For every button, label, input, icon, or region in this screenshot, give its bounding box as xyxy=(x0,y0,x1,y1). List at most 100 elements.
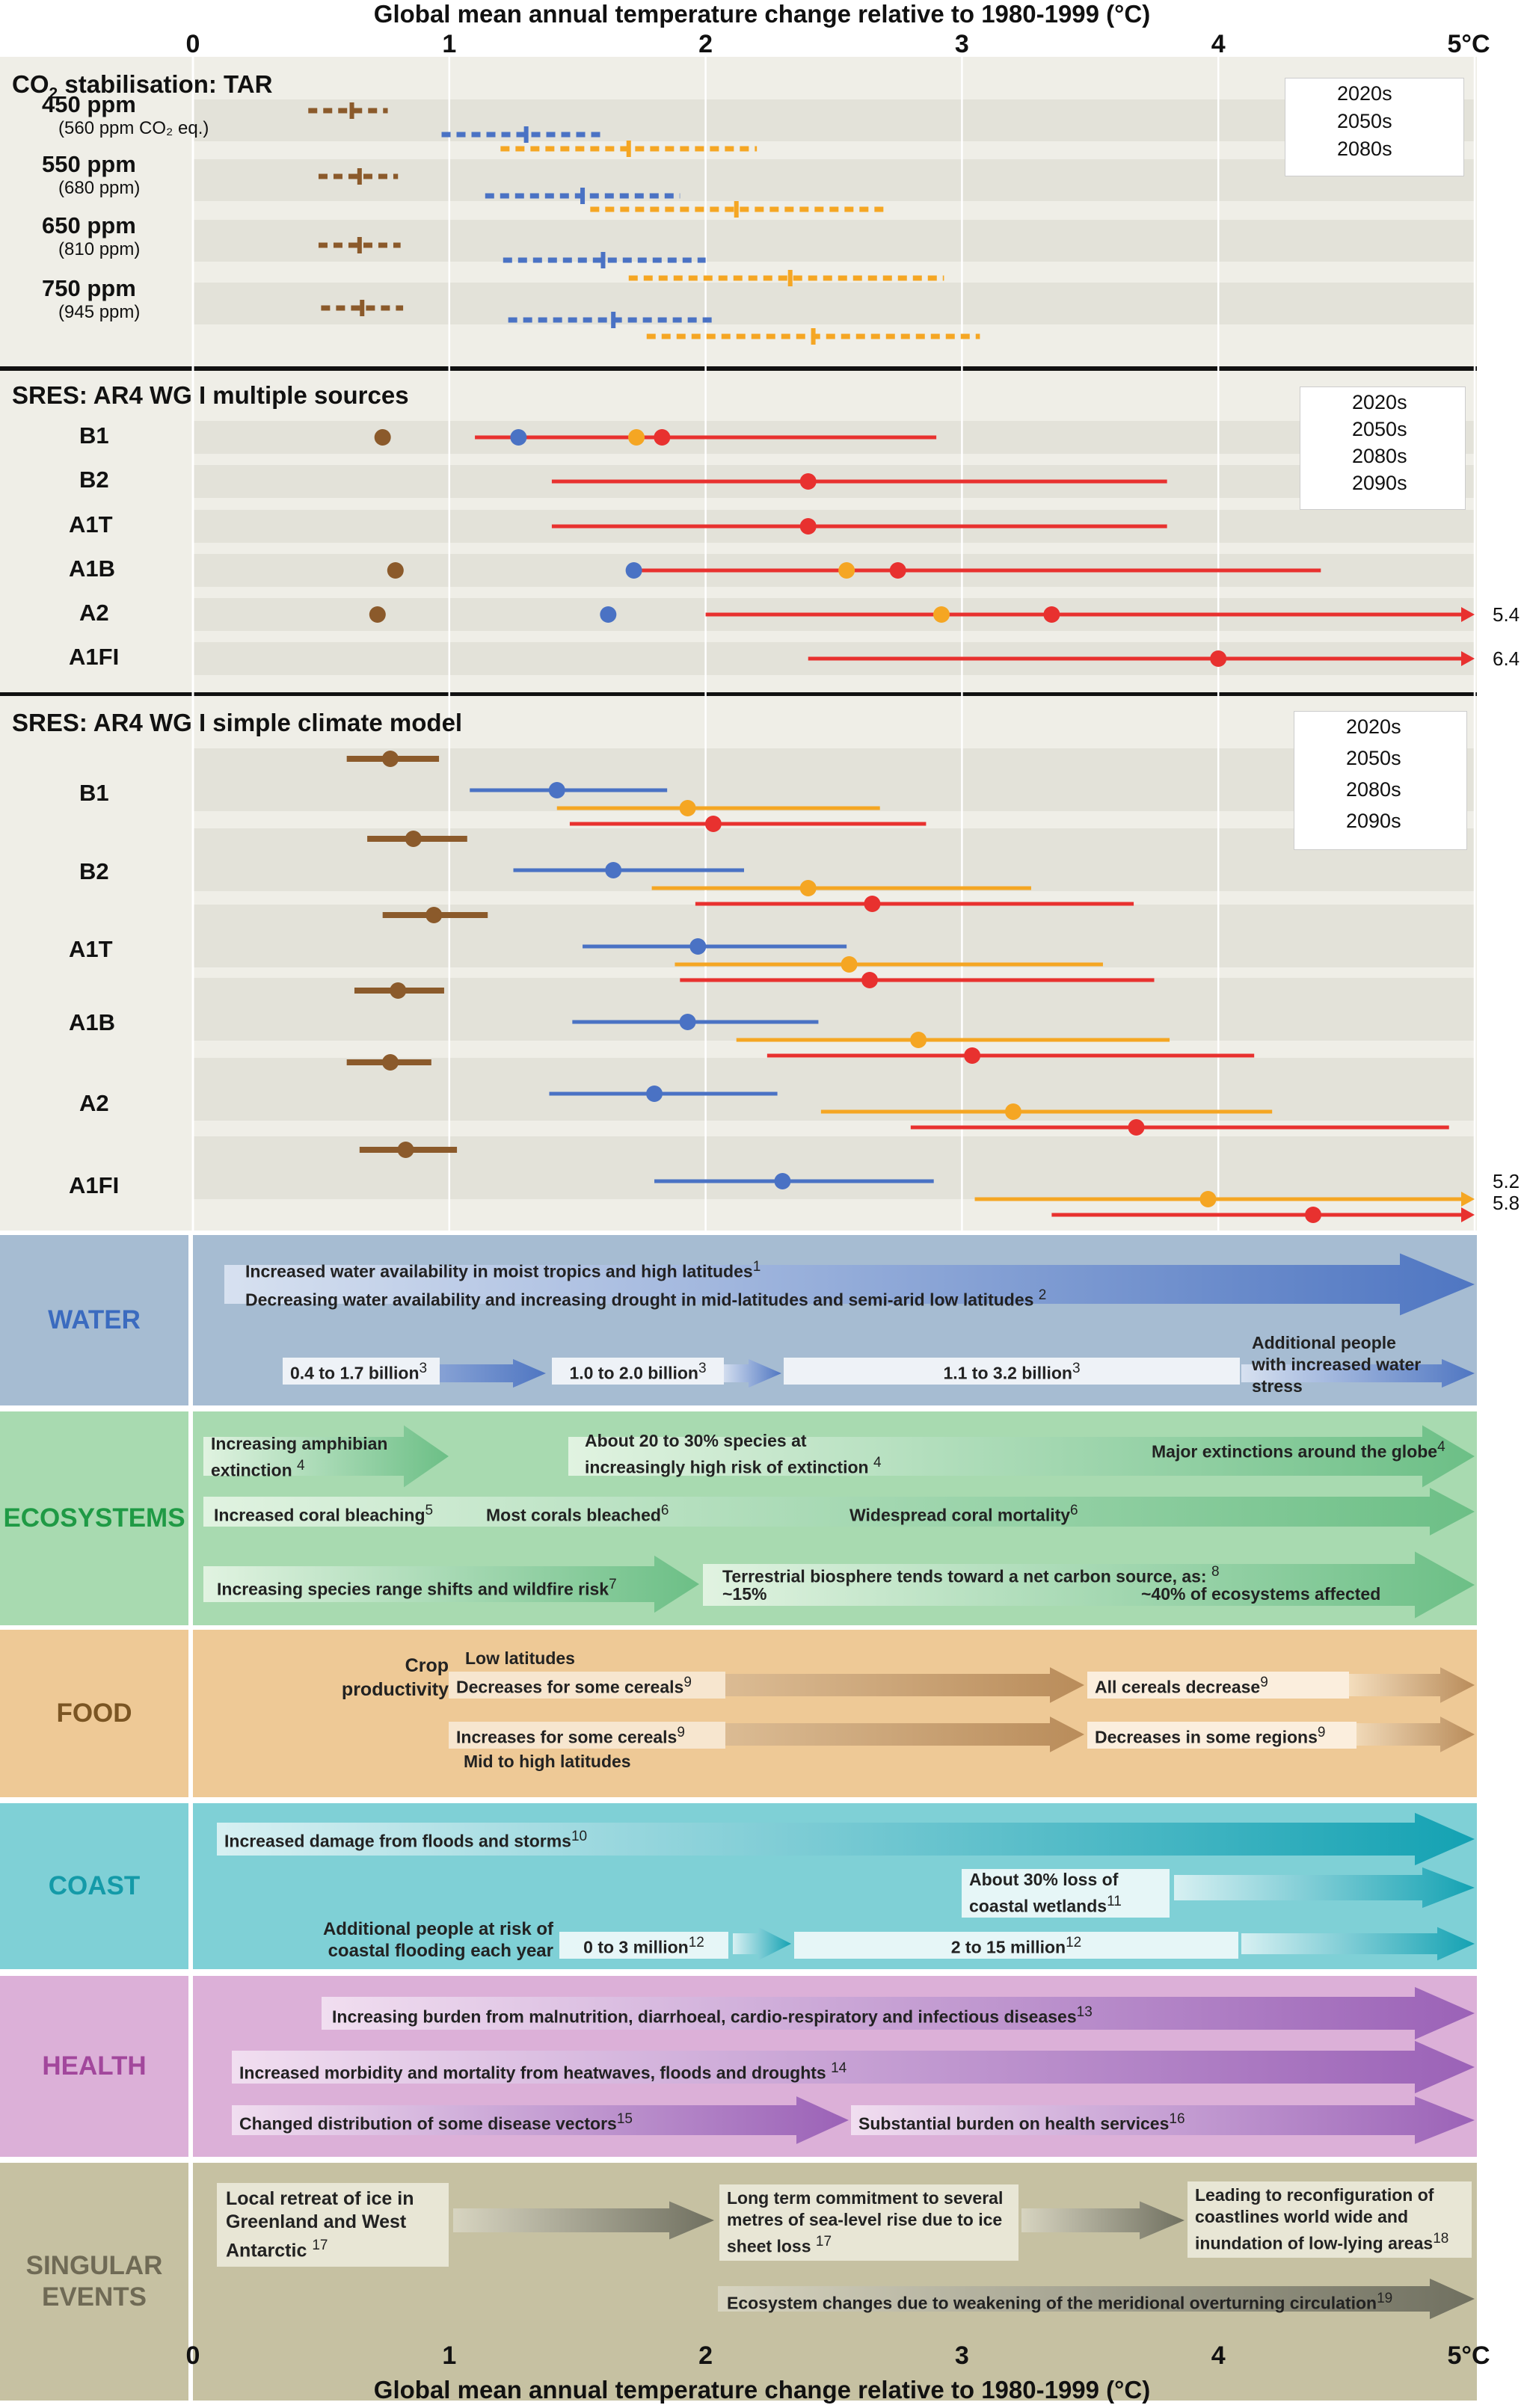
health-text-3: Changed distribution of some disease vec… xyxy=(239,2111,633,2134)
impact-arrow xyxy=(1021,2201,1185,2240)
row-label: B2 xyxy=(79,858,109,884)
legend-label: 2020s xyxy=(1337,82,1392,105)
overflow-arrow xyxy=(1461,1207,1475,1222)
overflow-arrow xyxy=(1461,651,1475,666)
row-label: A2 xyxy=(79,600,109,626)
impact-arrow xyxy=(232,2096,849,2144)
tick-label: 3 xyxy=(954,30,969,58)
point-2050s xyxy=(646,1086,663,1102)
point-2090s xyxy=(889,562,906,579)
health-text-1: Increasing burden from malnutrition, dia… xyxy=(332,2004,1093,2027)
impact-divider xyxy=(188,2163,193,2401)
impact-arrow xyxy=(203,1555,699,1613)
point-2080s xyxy=(841,956,858,973)
panel3-title: SRES: AR4 WG I simple climate model xyxy=(12,709,463,736)
tick-label: 4 xyxy=(1211,2341,1226,2370)
food-text-5: Increases for some cereals9 xyxy=(449,1722,725,1749)
point-2020s xyxy=(390,982,407,999)
coast-text-1: Increased damage from floods and storms1… xyxy=(224,1829,588,1851)
overflow-arrow xyxy=(1461,1192,1475,1207)
health-text-4: Substantial burden on health services16 xyxy=(858,2111,1185,2134)
water-text-1: Increased water availability in moist tr… xyxy=(245,1259,761,1281)
legend-label: 2050s xyxy=(1337,110,1392,132)
impact-divider xyxy=(188,1630,193,1797)
impact-arrow xyxy=(322,1986,1475,2040)
water-box-1: 0.4 to 1.7 billion3 xyxy=(283,1358,440,1385)
point-2080s xyxy=(1199,1191,1217,1207)
eco-text-5: Most corals bleached6 xyxy=(486,1503,669,1525)
legend-label: 2090s xyxy=(1346,810,1401,832)
impact-arrow xyxy=(718,2278,1475,2320)
band-gap xyxy=(0,1797,1477,1802)
end-value-label: 5.8 xyxy=(1493,1192,1520,1214)
tick-label: 1 xyxy=(442,30,457,58)
tick-label: 2 xyxy=(698,30,713,58)
point-2050s xyxy=(689,938,707,955)
row-stripe xyxy=(193,159,1475,201)
legend-label: 2080s xyxy=(1346,778,1401,801)
tick-label: 5°C xyxy=(1447,2341,1490,2370)
impact-arrow xyxy=(568,1425,1475,1488)
impact-arrow xyxy=(703,1551,1475,1619)
food-text-6: Decreases in some regions9 xyxy=(1087,1722,1356,1749)
legend-label: 2050s xyxy=(1352,418,1407,440)
eco-text-7: Increasing species range shifts and wild… xyxy=(217,1577,617,1599)
impact-arrow xyxy=(1241,1358,1475,1388)
sing-text-1: Local retreat of ice in Greenland and We… xyxy=(217,2183,449,2267)
row-stripe xyxy=(193,283,1475,324)
legend-label: 2020s xyxy=(1346,715,1401,738)
impact-arrows xyxy=(0,1235,1477,2405)
tick-label: 3 xyxy=(954,2341,969,2370)
eco-text-1: Increasing amphibian extinction 4 xyxy=(211,1434,388,1480)
point-2080s xyxy=(910,1032,927,1048)
point-2020s xyxy=(381,751,399,767)
point-2020s xyxy=(381,1054,399,1071)
eco-text-2: About 20 to 30% species at increasingly … xyxy=(585,1431,882,1477)
impact-label: COAST xyxy=(48,1871,141,1900)
impact-label: HEALTH xyxy=(42,2051,147,2081)
point-2090s xyxy=(1043,606,1060,623)
row-label: B1 xyxy=(79,780,109,806)
overflow-arrow xyxy=(1461,607,1475,622)
impact-divider xyxy=(188,1411,193,1625)
coast-box-2: 2 to 15 million12 xyxy=(794,1932,1238,1959)
legend-label: 2090s xyxy=(1352,472,1407,494)
band-gap xyxy=(0,2157,1477,2161)
impact-label: ECOSYSTEMS xyxy=(3,1503,185,1533)
eco-text-6: Widespread coral mortality6 xyxy=(849,1503,1078,1525)
water-box-2: 1.0 to 2.0 billion3 xyxy=(552,1358,724,1385)
tick-label: 0 xyxy=(185,30,200,58)
legend-label: 2080s xyxy=(1337,138,1392,160)
impact-arrow xyxy=(1346,1667,1475,1703)
row-label: 650 ppm (810 ppm) xyxy=(42,212,141,259)
food-text-3: Decreases for some cereals9 xyxy=(449,1672,725,1699)
sing-text-4: Ecosystem changes due to weakening of th… xyxy=(727,2291,1393,2313)
impact-band xyxy=(0,1630,1477,1797)
food-text-7: Mid to high latitudes xyxy=(464,1752,631,1771)
row-label: A1T xyxy=(69,511,113,538)
impact-divider xyxy=(188,1235,193,1405)
panel1-title: CO2 stabilisation: TAR xyxy=(12,70,273,102)
impact-arrow xyxy=(232,2040,1475,2094)
health-text-2: Increased morbidity and mortality from h… xyxy=(239,2060,847,2083)
point-2080s xyxy=(838,562,855,579)
row-label: A1FI xyxy=(69,644,120,670)
coast-text-2: About 30% loss of coastal wetlands11 xyxy=(962,1869,1170,1918)
bottom-axis-title: Global mean annual temperature change re… xyxy=(373,2376,1151,2404)
point-2090s xyxy=(1210,650,1227,667)
band-gap xyxy=(0,1969,1477,1974)
coast-box-1: 0 to 3 million12 xyxy=(559,1932,728,1959)
point-2050s xyxy=(679,1014,696,1030)
point-2050s xyxy=(510,429,527,446)
point-2080s xyxy=(799,880,817,896)
impact-arrow xyxy=(1241,1927,1475,1961)
impact-arrow xyxy=(733,1927,791,1961)
tick-label: 5°C xyxy=(1447,30,1490,58)
impact-arrow xyxy=(217,1812,1475,1866)
tick-label: 1 xyxy=(442,2341,457,2370)
top-axis-title: Global mean annual temperature change re… xyxy=(373,0,1151,28)
point-2090s xyxy=(1128,1119,1145,1136)
row-label: A1FI xyxy=(69,1172,120,1198)
point-2090s xyxy=(864,896,881,912)
legend-label: 2020s xyxy=(1352,391,1407,413)
